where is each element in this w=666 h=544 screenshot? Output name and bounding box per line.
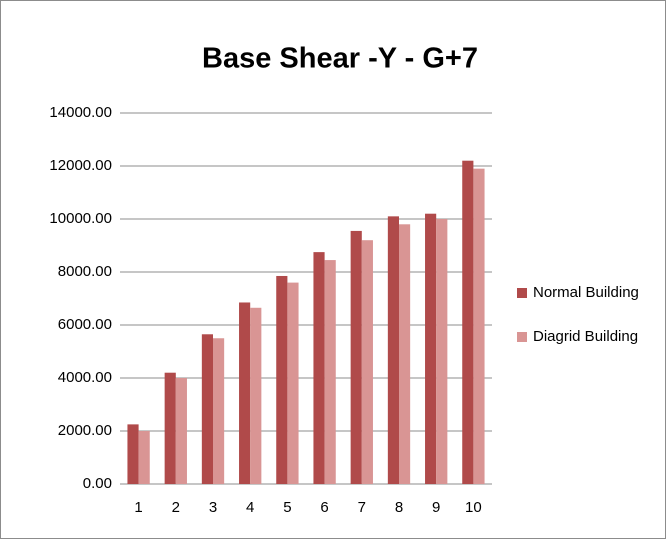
bar xyxy=(287,282,299,484)
chart-title: Base Shear -Y - G+7 xyxy=(202,43,478,75)
x-tick-label: 2 xyxy=(172,499,180,516)
bar xyxy=(436,219,448,484)
y-tick-label: 10000.00 xyxy=(49,210,112,227)
bar xyxy=(462,160,474,484)
x-tick-label: 10 xyxy=(465,499,482,516)
x-tick-label: 5 xyxy=(283,499,291,516)
y-tick-label: 12000.00 xyxy=(49,157,112,174)
bar xyxy=(324,260,336,484)
legend-swatch xyxy=(517,332,527,342)
bar xyxy=(175,378,187,484)
bar xyxy=(239,302,251,484)
x-tick-label: 3 xyxy=(209,499,217,516)
legend-label: Normal Building xyxy=(533,284,639,301)
bar xyxy=(313,252,325,484)
bar xyxy=(425,213,437,484)
bar xyxy=(361,240,373,484)
bar xyxy=(127,424,139,484)
x-tick-label: 8 xyxy=(395,499,403,516)
legend-label: Diagrid Building xyxy=(533,328,638,345)
y-tick-label: 14000.00 xyxy=(49,104,112,121)
x-tick-label: 6 xyxy=(320,499,328,516)
bar xyxy=(201,334,213,484)
y-tick-label: 8000.00 xyxy=(58,263,112,280)
y-tick-label: 6000.00 xyxy=(58,316,112,333)
bar xyxy=(138,431,150,484)
bar xyxy=(164,372,176,484)
bar xyxy=(473,168,485,484)
y-tick-label: 2000.00 xyxy=(58,422,112,439)
y-tick-label: 4000.00 xyxy=(58,369,112,386)
y-tick-label: 0.00 xyxy=(83,475,112,492)
x-tick-label: 9 xyxy=(432,499,440,516)
bar xyxy=(387,216,399,484)
bar xyxy=(213,338,225,484)
legend-swatch xyxy=(517,288,527,298)
x-tick-label: 4 xyxy=(246,499,254,516)
bar xyxy=(250,307,262,484)
bar xyxy=(399,224,411,485)
bar xyxy=(350,230,362,484)
x-tick-label: 1 xyxy=(134,499,142,516)
x-tick-label: 7 xyxy=(358,499,366,516)
bar xyxy=(276,275,288,484)
